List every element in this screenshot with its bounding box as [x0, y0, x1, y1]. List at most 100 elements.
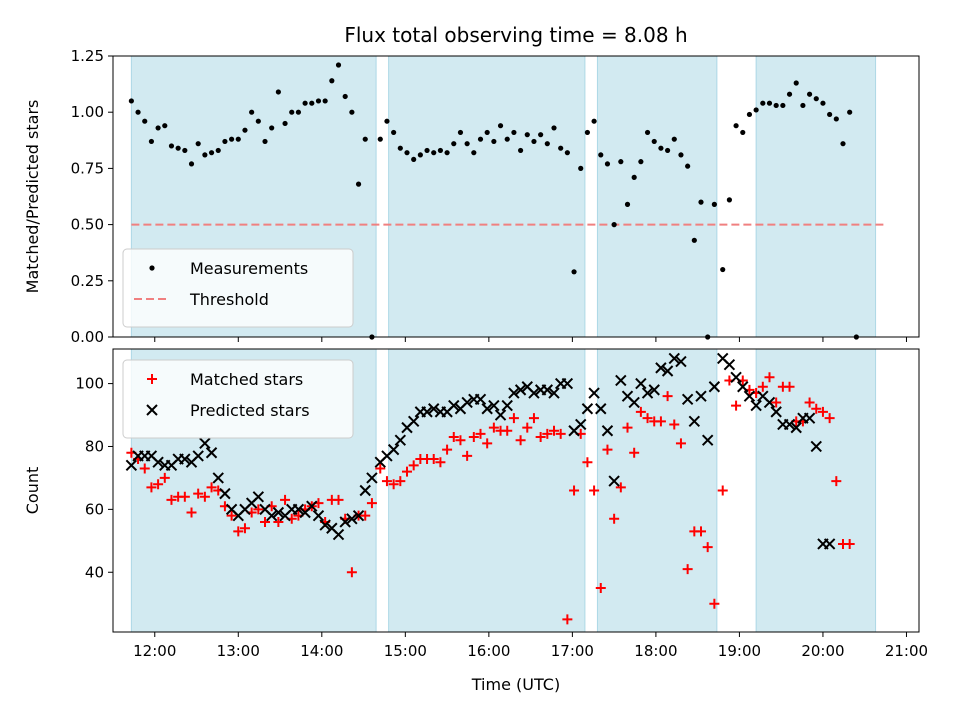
data-point — [193, 488, 204, 499]
data-point — [504, 136, 510, 142]
legend-marker — [147, 374, 157, 384]
data-point — [437, 147, 444, 154]
data-point — [448, 399, 460, 412]
x-tick-label: 14:00 — [300, 642, 343, 660]
data-point — [377, 136, 383, 142]
data-point — [575, 418, 587, 431]
data-point — [771, 397, 782, 408]
data-point — [535, 432, 546, 443]
data-point — [589, 485, 600, 496]
data-point — [708, 381, 721, 393]
legend-marker — [146, 404, 158, 416]
data-point — [159, 472, 170, 483]
data-point — [635, 377, 647, 390]
data-point — [688, 415, 701, 428]
data-point — [651, 138, 657, 145]
data-point — [681, 393, 694, 406]
data-point — [528, 387, 540, 399]
data-point — [811, 403, 822, 414]
data-point — [468, 432, 479, 443]
data-point — [442, 444, 453, 455]
data-point — [823, 538, 836, 550]
data-point — [428, 454, 439, 465]
data-point — [125, 459, 138, 472]
data-point — [514, 384, 527, 396]
data-point — [750, 399, 762, 412]
data-point — [810, 440, 822, 453]
legend-box — [122, 359, 354, 439]
data-point — [731, 400, 742, 411]
data-point — [609, 513, 620, 524]
data-point — [464, 141, 470, 147]
data-point — [601, 425, 614, 437]
data-point — [517, 147, 524, 154]
data-point — [675, 438, 686, 449]
data-point — [346, 513, 358, 525]
data-point — [128, 98, 134, 104]
data-point — [139, 463, 150, 474]
data-point — [153, 479, 164, 490]
data-point — [322, 98, 328, 104]
data-point — [691, 237, 697, 243]
data-point — [571, 269, 577, 275]
data-point — [635, 406, 646, 417]
data-point — [208, 150, 215, 156]
data-point — [135, 109, 141, 115]
data-point — [384, 118, 390, 124]
data-point — [695, 390, 707, 402]
data-point — [631, 174, 637, 180]
data-point — [817, 406, 828, 417]
data-point — [541, 384, 554, 396]
shaded-interval — [388, 55, 586, 338]
data-point — [549, 425, 560, 436]
data-point — [764, 372, 775, 383]
data-point — [148, 138, 155, 145]
data-point — [642, 413, 653, 424]
data-point — [359, 484, 371, 497]
data-point — [501, 399, 513, 412]
data-point — [471, 150, 477, 156]
data-point — [273, 516, 284, 527]
data-point — [162, 123, 168, 129]
data-point — [595, 403, 607, 415]
data-point — [451, 141, 457, 147]
data-point — [477, 136, 484, 142]
data-point — [219, 487, 231, 500]
data-point — [733, 123, 739, 129]
data-point — [786, 91, 793, 97]
data-point — [255, 118, 261, 124]
shaded-interval — [755, 348, 877, 633]
data-point — [760, 100, 766, 106]
data-point — [608, 475, 620, 487]
data-point — [397, 145, 403, 151]
data-point — [555, 428, 566, 439]
data-point — [421, 406, 433, 418]
data-point — [538, 132, 544, 138]
data-point — [186, 507, 197, 518]
data-point — [717, 485, 728, 496]
data-point — [482, 438, 493, 449]
data-point — [202, 152, 208, 158]
data-point — [435, 457, 446, 468]
data-point — [591, 118, 597, 124]
data-point — [229, 136, 235, 142]
data-point — [827, 111, 833, 118]
data-point — [355, 181, 362, 187]
data-point — [730, 371, 742, 384]
y-tick-label: 1.25 — [71, 47, 104, 65]
data-point — [641, 387, 654, 399]
data-point — [253, 504, 264, 515]
y-tick-label: 100 — [75, 375, 104, 393]
y-tick-label: 0.75 — [71, 159, 104, 177]
data-point — [551, 125, 557, 131]
data-point — [146, 482, 157, 493]
data-point — [790, 421, 802, 434]
data-point — [629, 447, 640, 458]
data-point — [655, 416, 666, 427]
data-point — [578, 165, 584, 171]
data-point — [678, 152, 684, 158]
legend-marker — [149, 265, 155, 271]
data-point — [615, 374, 627, 387]
panel-bottom: 40 60 80 100 12:00 13:00 14:00 15:00 16:00 17:00 1… — [23, 348, 928, 660]
x-tick-label: 16:00 — [467, 642, 510, 660]
